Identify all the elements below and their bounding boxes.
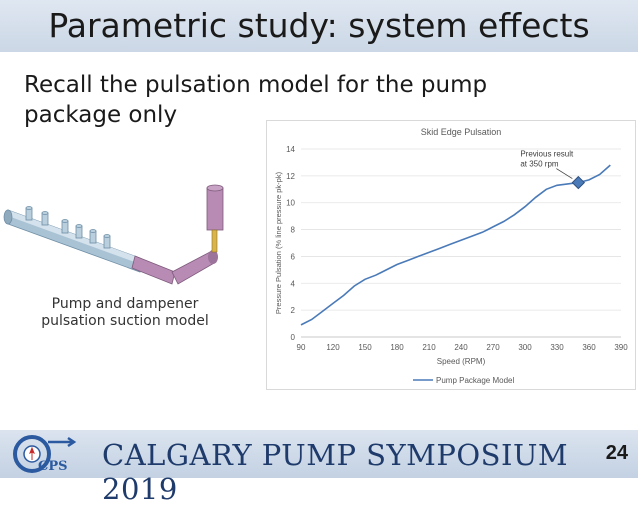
cps-logo: CPS <box>13 435 77 474</box>
footer-title: CALGARY PUMP SYMPOSIUM 2019 <box>102 438 569 506</box>
x-tick-label: 270 <box>486 343 500 352</box>
footer-bar: CPS CALGARY PUMP SYMPOSIUM 2019 24 <box>0 430 638 506</box>
page-number: 24 <box>605 442 628 464</box>
x-tick-label: 360 <box>582 343 596 352</box>
pipe-risers <box>25 206 111 249</box>
logo-text: CPS <box>38 459 68 474</box>
model-caption-line1: Pump and dampener <box>51 296 199 312</box>
pulsation-chart: Skid Edge Pulsation 0 2 4 6 8 10 12 14 90 120 150 18… <box>274 127 628 385</box>
title-bar: Parametric study: system effects <box>0 0 638 52</box>
x-tick-label: 330 <box>550 343 564 352</box>
y-tick-label: 6 <box>291 252 296 261</box>
y-axis-label: Pressure Pulsation (% line pressure pk-p… <box>274 171 283 314</box>
x-tick-label: 390 <box>614 343 628 352</box>
series-line-pump-package-model <box>300 164 611 326</box>
x-tick-label: 240 <box>454 343 468 352</box>
slide-title: Parametric study: system effects <box>48 6 590 45</box>
x-tick-label: 300 <box>518 343 532 352</box>
y-tick-label: 4 <box>291 279 296 288</box>
legend-label: Pump Package Model <box>436 376 514 385</box>
x-tick-label: 90 <box>297 343 306 352</box>
chart-title: Skid Edge Pulsation <box>421 127 502 137</box>
annotation-line2: at 350 rpm <box>520 160 559 169</box>
model-caption: Pump and dampener pulsation suction mode… <box>30 296 220 330</box>
y-tick-label: 0 <box>291 333 296 342</box>
model-caption-line2: pulsation suction model <box>41 313 209 329</box>
y-tick-label: 2 <box>291 306 296 315</box>
y-tick-label: 12 <box>286 172 295 181</box>
y-tick-label: 10 <box>286 199 295 208</box>
x-tick-label: 120 <box>326 343 340 352</box>
pump-model-image <box>3 184 224 285</box>
x-tick-label: 180 <box>390 343 404 352</box>
bullet-text: Recall the pulsation model for the pump … <box>24 72 488 128</box>
x-tick-label: 150 <box>358 343 372 352</box>
pipe-header <box>3 209 141 273</box>
x-axis-label: Speed (RPM) <box>437 357 486 366</box>
y-tick-label: 14 <box>286 145 295 154</box>
chart-container: Skid Edge Pulsation 0 2 4 6 8 10 12 14 90 120 150 18… <box>266 120 636 390</box>
annotation-arrow <box>556 168 573 179</box>
annotation-line1: Previous result <box>520 150 574 159</box>
x-tick-label: 210 <box>422 343 436 352</box>
dampener-section <box>131 184 224 285</box>
y-tick-label: 8 <box>291 226 296 235</box>
data-marker-350rpm <box>571 175 586 190</box>
